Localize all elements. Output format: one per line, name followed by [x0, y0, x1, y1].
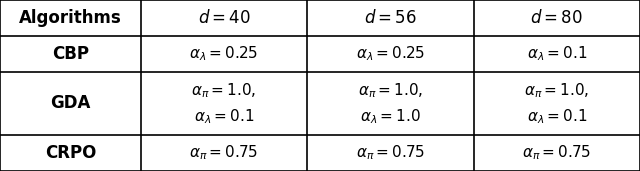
Text: $\alpha_{\pi} = 1.0,$
$\alpha_{\lambda} = 0.1$: $\alpha_{\pi} = 1.0,$ $\alpha_{\lambda} … [524, 81, 589, 126]
Text: Algorithms: Algorithms [19, 9, 122, 27]
Text: $\alpha_{\pi} = 0.75$: $\alpha_{\pi} = 0.75$ [356, 144, 425, 162]
Text: $\alpha_{\pi} = 1.0,$
$\alpha_{\lambda} = 0.1$: $\alpha_{\pi} = 1.0,$ $\alpha_{\lambda} … [191, 81, 257, 126]
Text: $d = 56$: $d = 56$ [364, 9, 417, 27]
Text: $\alpha_{\lambda} = 0.25$: $\alpha_{\lambda} = 0.25$ [356, 44, 425, 63]
Text: $\alpha_{\pi} = 0.75$: $\alpha_{\pi} = 0.75$ [189, 144, 259, 162]
Text: CBP: CBP [52, 45, 89, 63]
Text: $d = 80$: $d = 80$ [531, 9, 583, 27]
Text: GDA: GDA [50, 94, 91, 112]
Text: $d = 40$: $d = 40$ [198, 9, 250, 27]
Text: CRPO: CRPO [45, 144, 96, 162]
Text: $\alpha_{\lambda} = 0.25$: $\alpha_{\lambda} = 0.25$ [189, 44, 259, 63]
Text: $\alpha_{\pi} = 1.0,$
$\alpha_{\lambda} = 1.0$: $\alpha_{\pi} = 1.0,$ $\alpha_{\lambda} … [358, 81, 423, 126]
Text: $\alpha_{\lambda} = 0.1$: $\alpha_{\lambda} = 0.1$ [527, 44, 587, 63]
Text: $\alpha_{\pi} = 0.75$: $\alpha_{\pi} = 0.75$ [522, 144, 591, 162]
